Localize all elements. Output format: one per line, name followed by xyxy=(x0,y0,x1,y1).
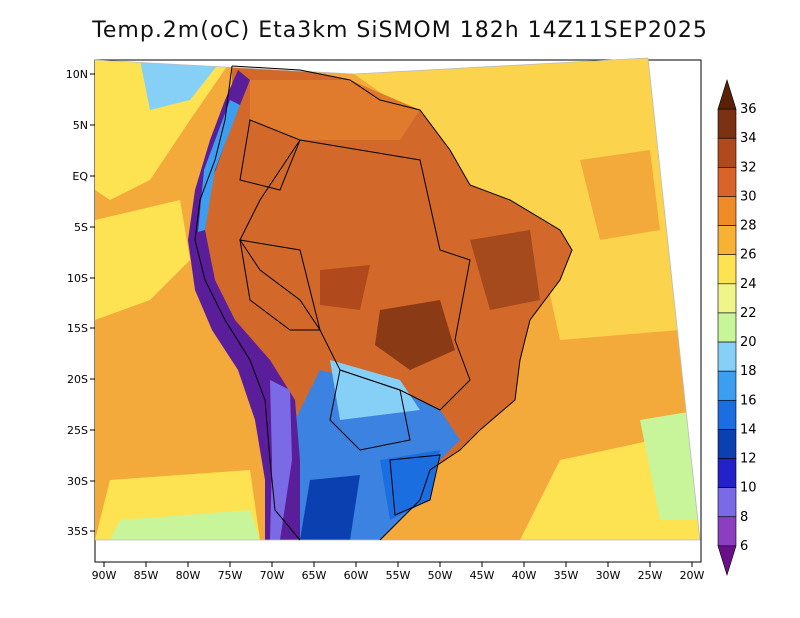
lon-label: 90W xyxy=(92,569,117,582)
lat-label: 35S xyxy=(67,525,88,538)
lon-label: 65W xyxy=(302,569,327,582)
colorbar-segment xyxy=(717,312,737,343)
lon-label: 40W xyxy=(512,569,537,582)
south-mild-band xyxy=(330,360,420,420)
latitude-labels: 10N 5N EQ 5S 10S 15S 20S 25S 30S 35S xyxy=(66,68,89,538)
lon-label: 35W xyxy=(554,569,579,582)
colorbar-segment xyxy=(717,196,737,226)
colorbar-label: 10 xyxy=(740,481,757,496)
pacific-cool-south xyxy=(110,510,260,540)
colorbar-label: 22 xyxy=(740,306,757,321)
lat-label: 5S xyxy=(74,221,88,234)
peru-bolivia-border xyxy=(239,239,321,331)
colorbar-segment xyxy=(717,429,737,459)
lon-label: 85W xyxy=(134,569,159,582)
colorbar-segment xyxy=(717,399,737,430)
colorbar-label: 34 xyxy=(740,131,757,146)
andes-edge-south xyxy=(270,380,292,540)
ocean-warm-patch xyxy=(580,150,660,240)
brazil-border xyxy=(239,139,471,411)
country-borders xyxy=(194,65,573,541)
axis-ticks xyxy=(90,73,693,567)
colorbar-label: 20 xyxy=(740,335,757,350)
temperature-field xyxy=(95,58,700,540)
hot-spot-bolivia xyxy=(320,265,370,310)
lon-label: 70W xyxy=(260,569,285,582)
lat-label: 10S xyxy=(67,272,88,285)
paraguay-border xyxy=(329,369,411,451)
colorbar: 36 34 32 30 28 26 24 22 20 18 16 14 12 10 8 6 xyxy=(717,78,757,577)
colorbar-segment xyxy=(717,167,737,197)
lat-label: 5N xyxy=(73,119,88,132)
east-coastline xyxy=(231,65,573,541)
lon-label: 50W xyxy=(428,569,453,582)
lon-label: 55W xyxy=(386,569,411,582)
colorbar-segment xyxy=(717,283,737,314)
ocean-mild-area xyxy=(354,58,680,340)
lon-label: 80W xyxy=(176,569,201,582)
colorbar-label: 6 xyxy=(740,539,748,554)
patagonia-cold xyxy=(300,475,360,540)
hot-spot-central xyxy=(375,300,455,370)
colorbar-segment xyxy=(717,487,737,518)
colorbar-label: 12 xyxy=(740,452,757,467)
colombia-border xyxy=(239,119,301,191)
lat-label: 15S xyxy=(67,322,88,335)
colorbar-label: 36 xyxy=(740,102,757,117)
lat-label: 30S xyxy=(67,475,88,488)
colorbar-segment xyxy=(717,137,737,168)
colorbar-label: 26 xyxy=(740,248,757,263)
colorbar-label: 16 xyxy=(740,393,757,408)
colorbar-label: 28 xyxy=(740,219,757,234)
lon-label: 45W xyxy=(470,569,495,582)
colorbar-segment xyxy=(717,78,737,110)
lon-label: 60W xyxy=(344,569,369,582)
hot-spot-northeast xyxy=(470,230,540,310)
andes-edge-north xyxy=(198,100,240,232)
colorbar-label: 24 xyxy=(740,277,757,292)
colorbar-label: 8 xyxy=(740,510,748,525)
colorbar-label: 30 xyxy=(740,189,757,204)
colorbar-label: 32 xyxy=(740,160,757,175)
colorbar-segment xyxy=(717,370,737,401)
lat-label: 10N xyxy=(66,68,88,81)
colorbar-segment xyxy=(717,225,737,256)
colorbar-segment xyxy=(717,254,737,285)
colorbar-label: 18 xyxy=(740,364,757,379)
colorbar-segment xyxy=(717,458,737,488)
lon-label: 20W xyxy=(680,569,705,582)
pacific-mild-central xyxy=(95,200,190,320)
west-coastline xyxy=(194,65,301,541)
north-warm-band xyxy=(250,80,420,140)
lat-label: 25S xyxy=(67,424,88,437)
colorbar-segment xyxy=(717,545,737,577)
colorbar-segment xyxy=(717,341,737,372)
south-atlantic-cool xyxy=(640,410,700,520)
lon-label: 75W xyxy=(218,569,243,582)
domain-boundary xyxy=(94,57,701,541)
pacific-cool-north xyxy=(140,60,220,110)
lat-label: EQ xyxy=(72,170,88,183)
colorbar-segment xyxy=(717,108,737,139)
lat-label: 20S xyxy=(67,373,88,386)
map-title: Temp.2m(oC) Eta3km SiSMOM 182h 14Z11SEP2… xyxy=(92,18,708,43)
uruguay-border xyxy=(389,454,441,516)
pacific-mild-north xyxy=(95,60,230,200)
colorbar-segment xyxy=(717,516,737,547)
lon-label: 25W xyxy=(638,569,663,582)
colorbar-label: 14 xyxy=(740,422,757,437)
longitude-labels: 90W 85W 80W 75W 70W 65W 60W 55W 50W 45W … xyxy=(92,569,705,582)
lon-label: 30W xyxy=(596,569,621,582)
